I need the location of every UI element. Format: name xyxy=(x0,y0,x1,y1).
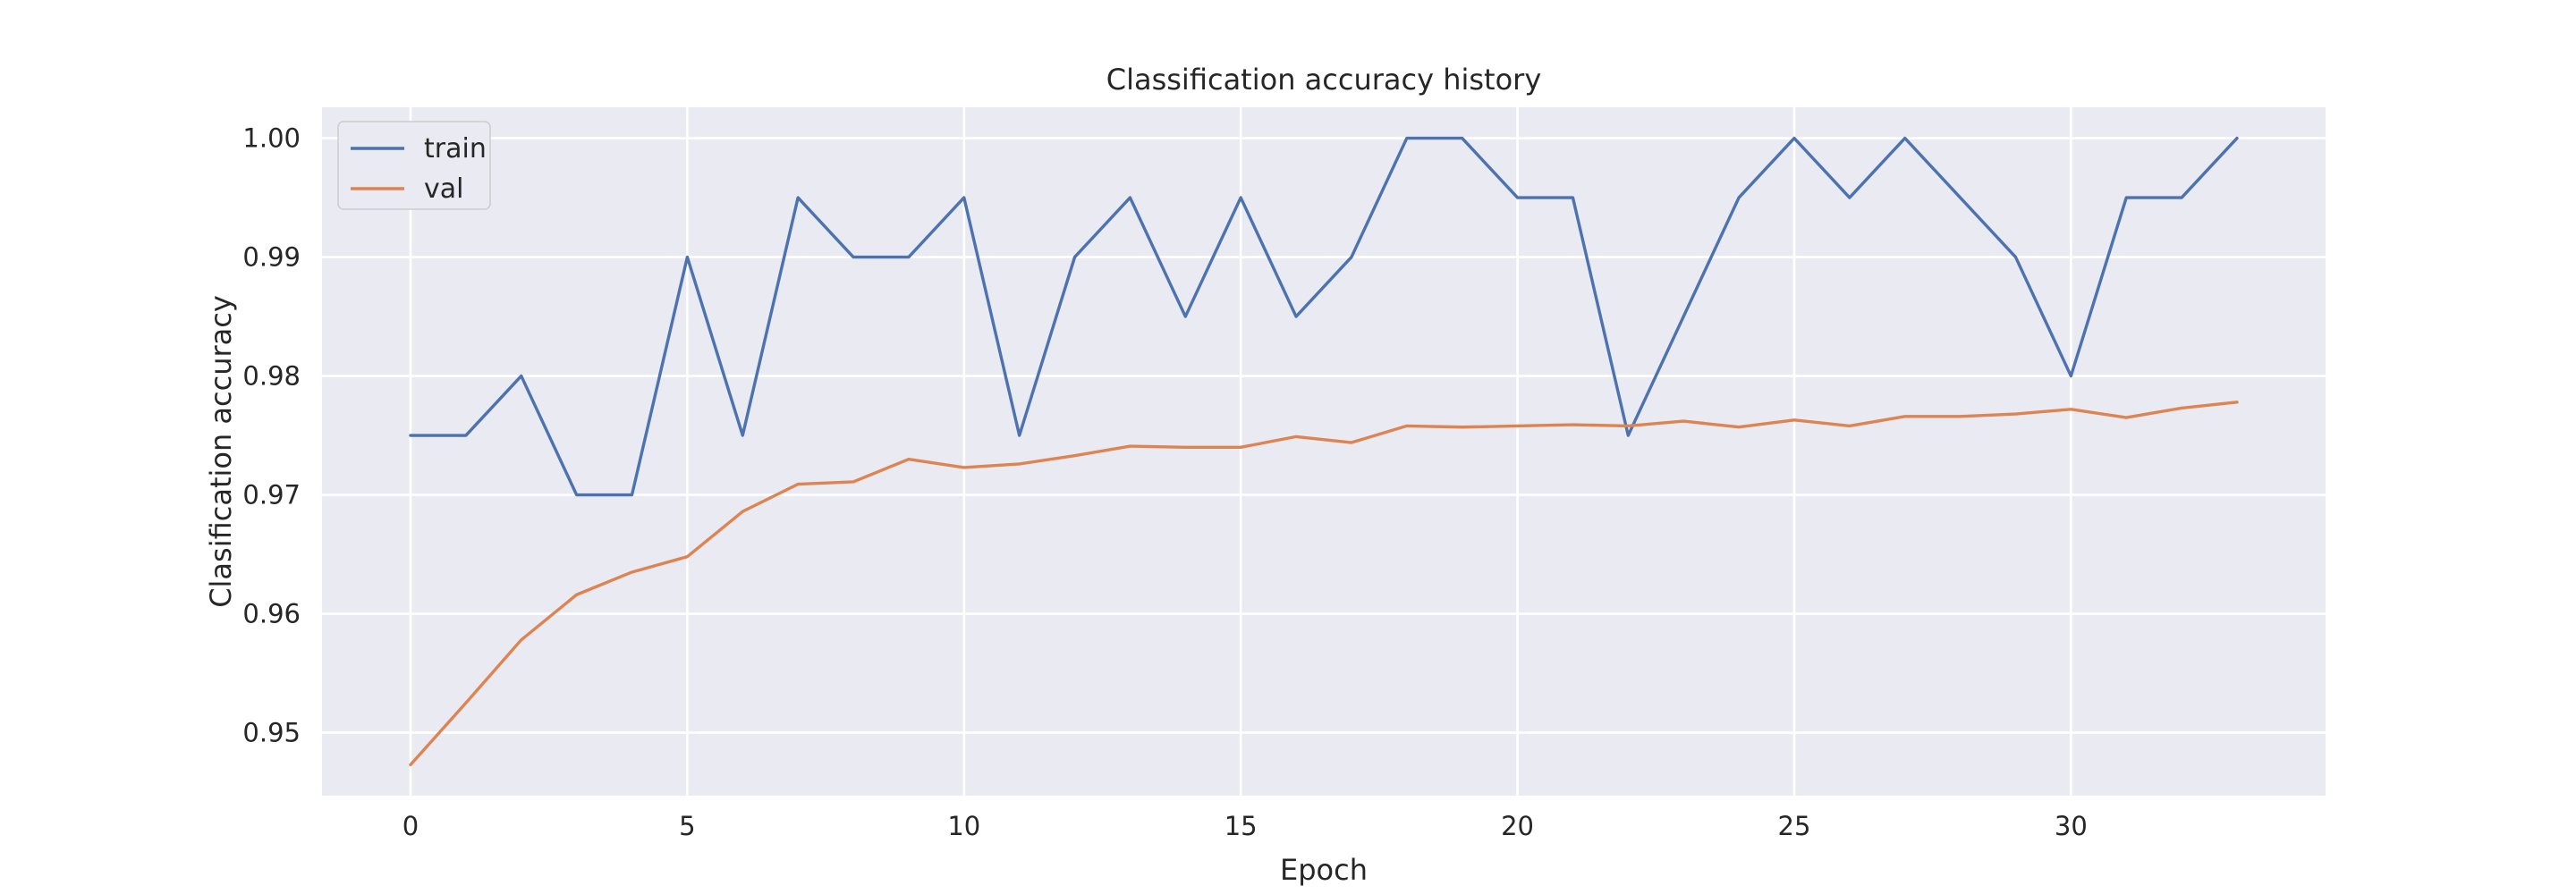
series-line-val xyxy=(409,401,2239,767)
x-tick-label: 30 xyxy=(2055,811,2088,841)
x-axis-label: Epoch xyxy=(1280,853,1368,887)
x-tick-label: 20 xyxy=(1501,811,1534,841)
y-tick-label: 0.98 xyxy=(242,361,301,392)
series-lines xyxy=(409,136,2239,767)
y-axis-label: Clasification accuracy xyxy=(204,295,238,608)
legend-label-val: val xyxy=(424,173,463,205)
y-tick-label: 0.99 xyxy=(242,242,301,273)
y-tick-label: 1.00 xyxy=(242,123,301,154)
grid-lines xyxy=(322,107,2326,796)
y-tick-label: 0.97 xyxy=(242,480,301,510)
x-tick-label: 5 xyxy=(679,811,695,841)
x-tick-label: 10 xyxy=(947,811,980,841)
y-tick-label: 0.95 xyxy=(242,718,301,748)
x-tick-label: 0 xyxy=(402,811,419,841)
legend: train val xyxy=(337,121,491,210)
tick-labels: 0 5 10 15 20 25 30 0.95 0.96 0.97 0.98 0.99 1.00 xyxy=(242,123,2087,841)
plot-area xyxy=(322,107,2326,796)
x-tick-label: 15 xyxy=(1224,811,1258,841)
chart-title: Classification accuracy history xyxy=(1106,63,1542,97)
series-line-train xyxy=(409,136,2239,497)
y-tick-label: 0.96 xyxy=(242,599,301,629)
legend-label-train: train xyxy=(424,133,487,164)
x-tick-label: 25 xyxy=(1778,811,1811,841)
